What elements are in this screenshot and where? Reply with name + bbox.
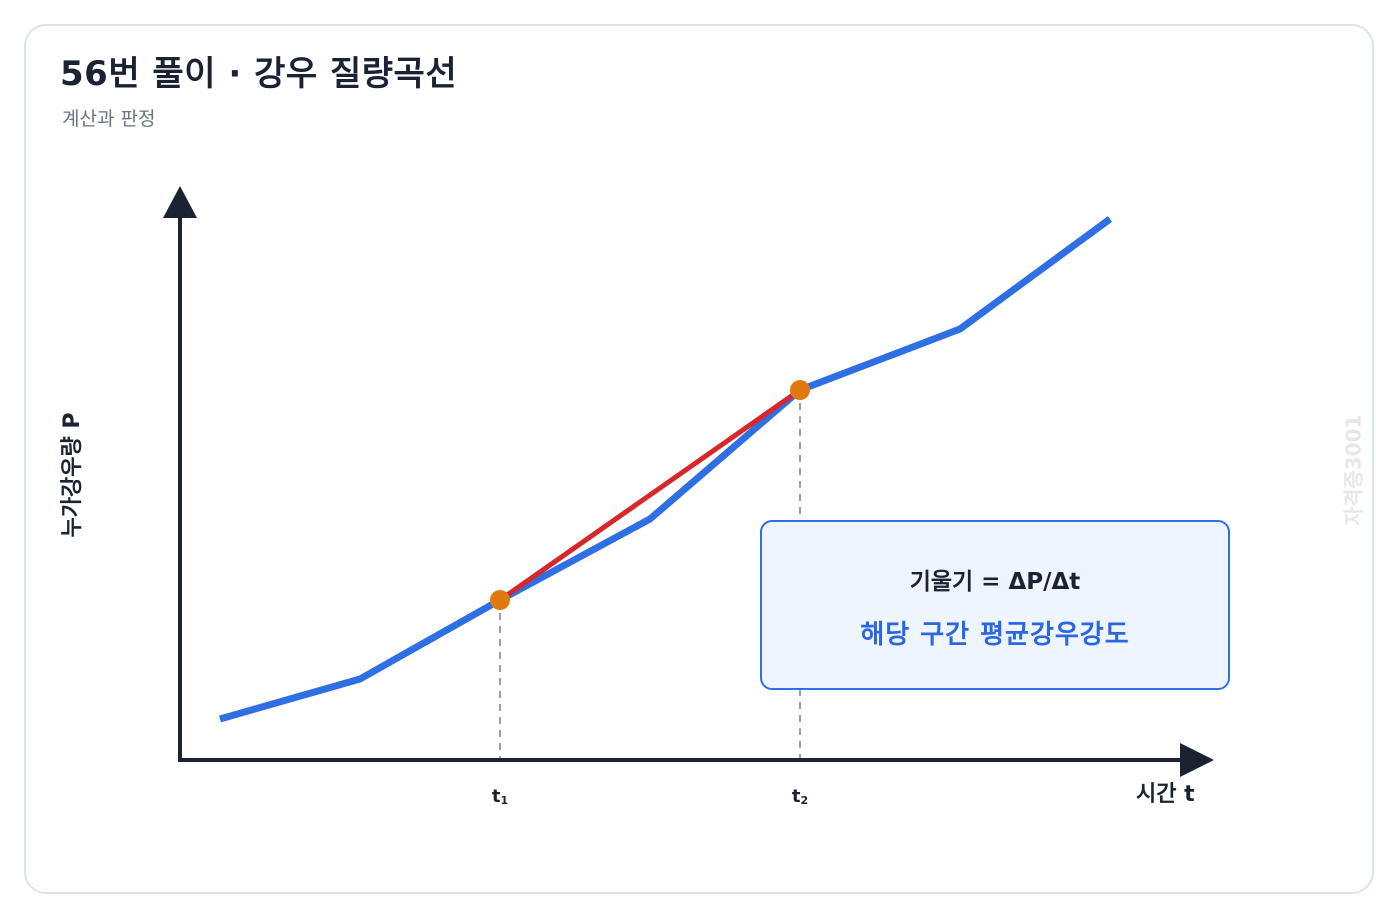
t1-tick-base: t	[491, 786, 501, 807]
t1-point	[490, 590, 510, 610]
t2-tick-base: t	[791, 786, 801, 807]
secant-line	[497, 387, 803, 603]
watermark: 자격증3001	[1341, 414, 1366, 526]
t2-tick-label: t2	[792, 786, 808, 807]
t2-point	[790, 380, 810, 400]
x-axis-label: 시간 t	[1136, 782, 1195, 807]
mass-curve	[219, 216, 1113, 723]
arrow-up-icon	[163, 186, 197, 218]
slope-info-box: 기울기 = ΔP/Δt 해당 구간 평균강우강도	[760, 520, 1230, 690]
t2-tick-sub: 2	[800, 794, 809, 807]
t1-tick-label: t1	[492, 786, 508, 807]
page-subtitle: 계산과 판정	[62, 108, 156, 130]
slope-formula: 기울기 = ΔP/Δt	[909, 569, 1081, 595]
page-title: 56번 풀이 · 강우 질량곡선	[60, 54, 458, 94]
arrow-right-icon	[1180, 743, 1214, 777]
y-axis-label: 누가강우량 P	[60, 412, 85, 538]
slope-meaning: 해당 구간 평균강우강도	[860, 620, 1130, 650]
t1-tick-sub: 1	[500, 794, 509, 807]
